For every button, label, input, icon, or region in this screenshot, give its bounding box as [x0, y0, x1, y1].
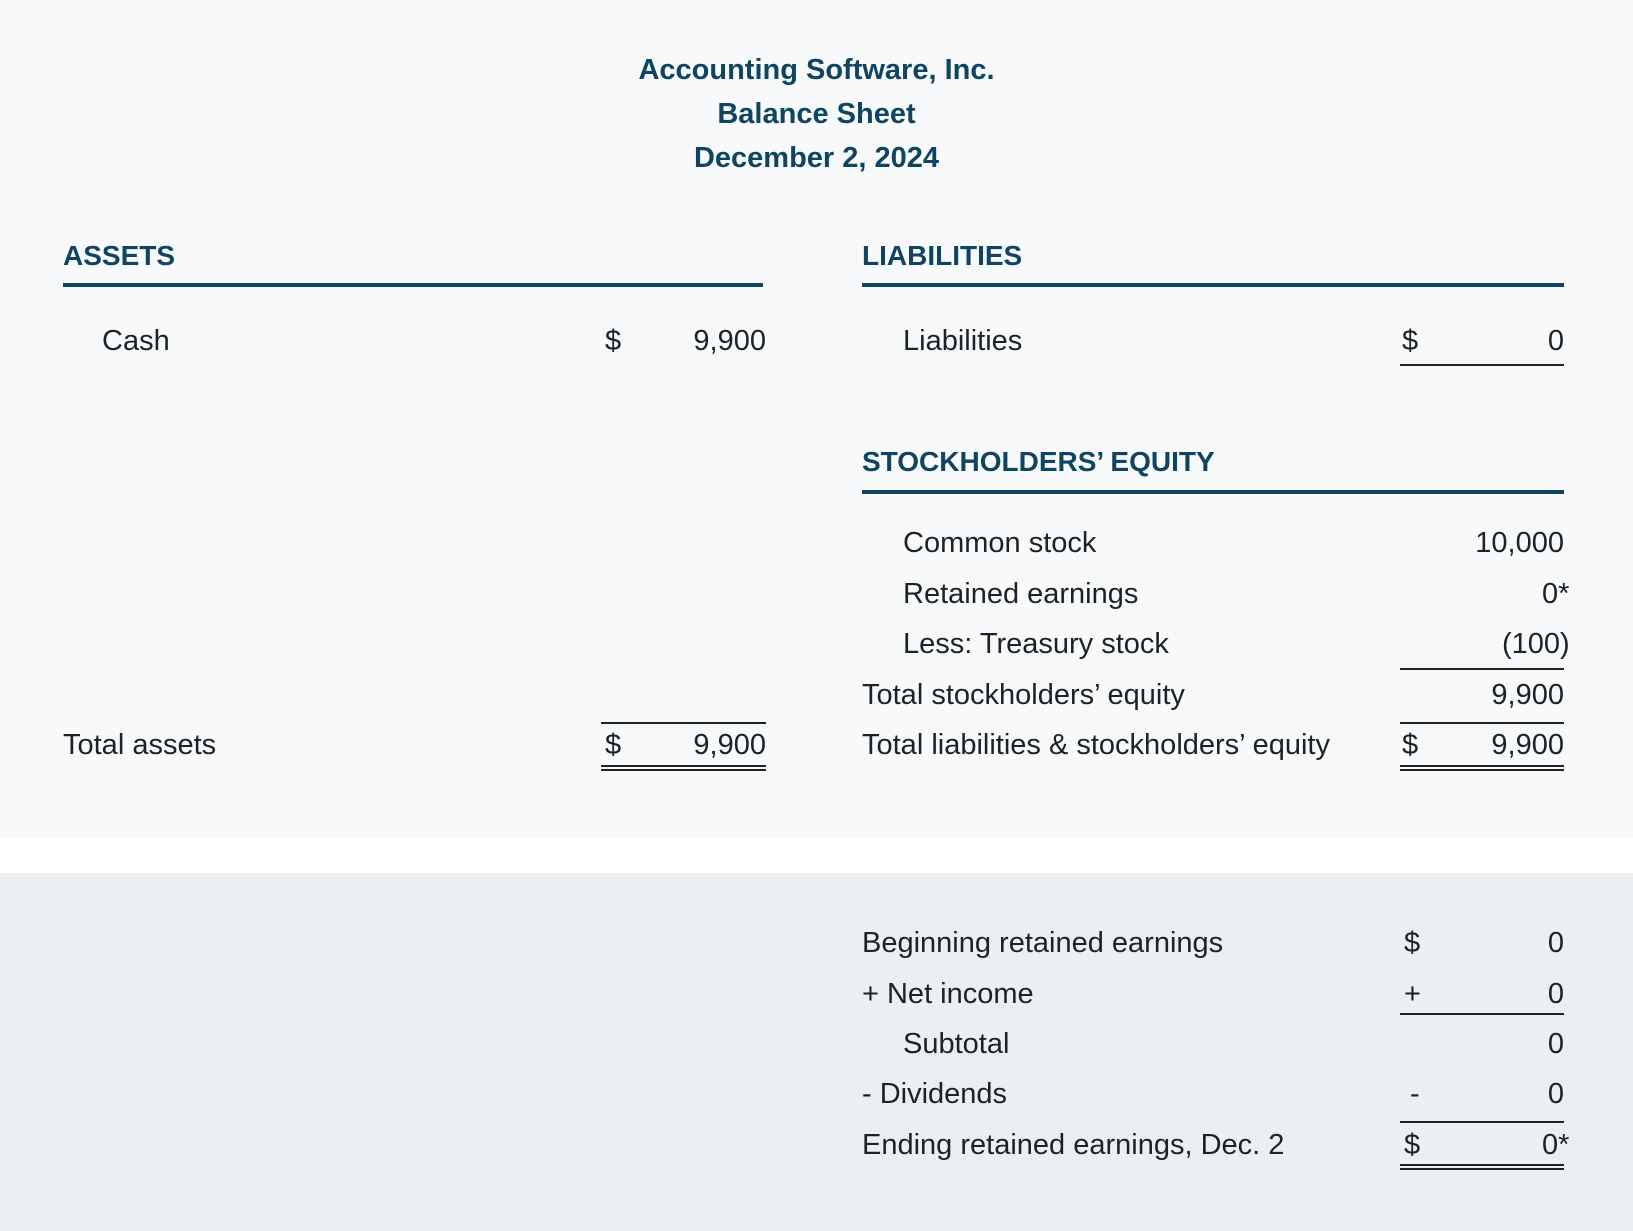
total-liabilities-equity-label: Total liabilities & stockholders’ equity	[862, 729, 1330, 761]
treasury-underline	[1400, 668, 1564, 670]
ending-retained-label: Ending retained earnings, Dec. 2	[862, 1129, 1285, 1161]
net-income-sign: +	[1404, 978, 1421, 1010]
cash-label: Cash	[102, 325, 170, 357]
statement-date: December 2, 2024	[693, 142, 940, 174]
equity-heading: STOCKHOLDERS’ EQUITY	[862, 446, 1215, 477]
total-assets-value: 9,900	[693, 729, 766, 761]
beginning-retained-label: Beginning retained earnings	[862, 927, 1224, 959]
assets-heading-rule	[63, 283, 763, 287]
beginning-retained-sign: $	[1404, 927, 1421, 959]
liabilities-label: Liabilities	[903, 325, 1023, 357]
net-income-value: 0	[1547, 978, 1564, 1010]
treasury-stock-label: Less: Treasury stock	[903, 628, 1169, 660]
total-assets-label: Total assets	[63, 729, 217, 761]
total-assets-top-rule	[601, 722, 766, 724]
liabilities-value: 0	[1547, 325, 1564, 357]
retained-earnings-panel	[0, 873, 1633, 1231]
liabilities-heading: LIABILITIES	[862, 240, 1023, 271]
net-income-label: + Net income	[862, 978, 1034, 1010]
total-liabilities-equity-value: 9,900	[1491, 729, 1564, 761]
common-stock-label: Common stock	[903, 527, 1097, 559]
dividends-label: - Dividends	[862, 1078, 1008, 1110]
liabilities-heading-rule	[862, 283, 1564, 287]
total-assets-double-rule	[601, 765, 766, 771]
retained-earnings-value: 0*	[1542, 578, 1570, 610]
cash-value: 9,900	[693, 325, 766, 357]
ending-retained-value: 0*	[1542, 1129, 1570, 1161]
liabilities-underline	[1400, 364, 1564, 366]
total-liabilities-equity-double-rule	[1400, 765, 1564, 771]
ending-retained-sign: $	[1404, 1129, 1421, 1161]
company-name: Accounting Software, Inc.	[638, 54, 995, 86]
total-assets-currency: $	[605, 729, 622, 761]
dividends-value: 0	[1547, 1078, 1564, 1110]
total-equity-value: 9,900	[1491, 679, 1564, 711]
balance-sheet-panel	[0, 0, 1633, 838]
dividends-sign: -	[1410, 1078, 1420, 1110]
total-equity-label: Total stockholders’ equity	[862, 679, 1185, 711]
statement-title: Balance Sheet	[717, 98, 916, 130]
subtotal-value: 0	[1547, 1028, 1564, 1060]
subtotal-label: Subtotal	[903, 1028, 1010, 1060]
liabilities-currency: $	[1402, 325, 1419, 357]
total-equity-underline	[1400, 722, 1564, 724]
equity-heading-rule	[862, 490, 1564, 494]
beginning-retained-value: 0	[1547, 927, 1564, 959]
assets-heading: ASSETS	[63, 240, 176, 271]
treasury-stock-value: (100)	[1502, 628, 1570, 660]
ending-retained-double-rule	[1400, 1164, 1564, 1170]
cash-currency: $	[605, 325, 622, 357]
retained-earnings-label: Retained earnings	[903, 578, 1139, 610]
dividends-underline	[1400, 1121, 1564, 1123]
common-stock-value: 10,000	[1475, 527, 1564, 559]
net-income-underline	[1400, 1013, 1564, 1015]
total-liabilities-equity-currency: $	[1402, 729, 1419, 761]
